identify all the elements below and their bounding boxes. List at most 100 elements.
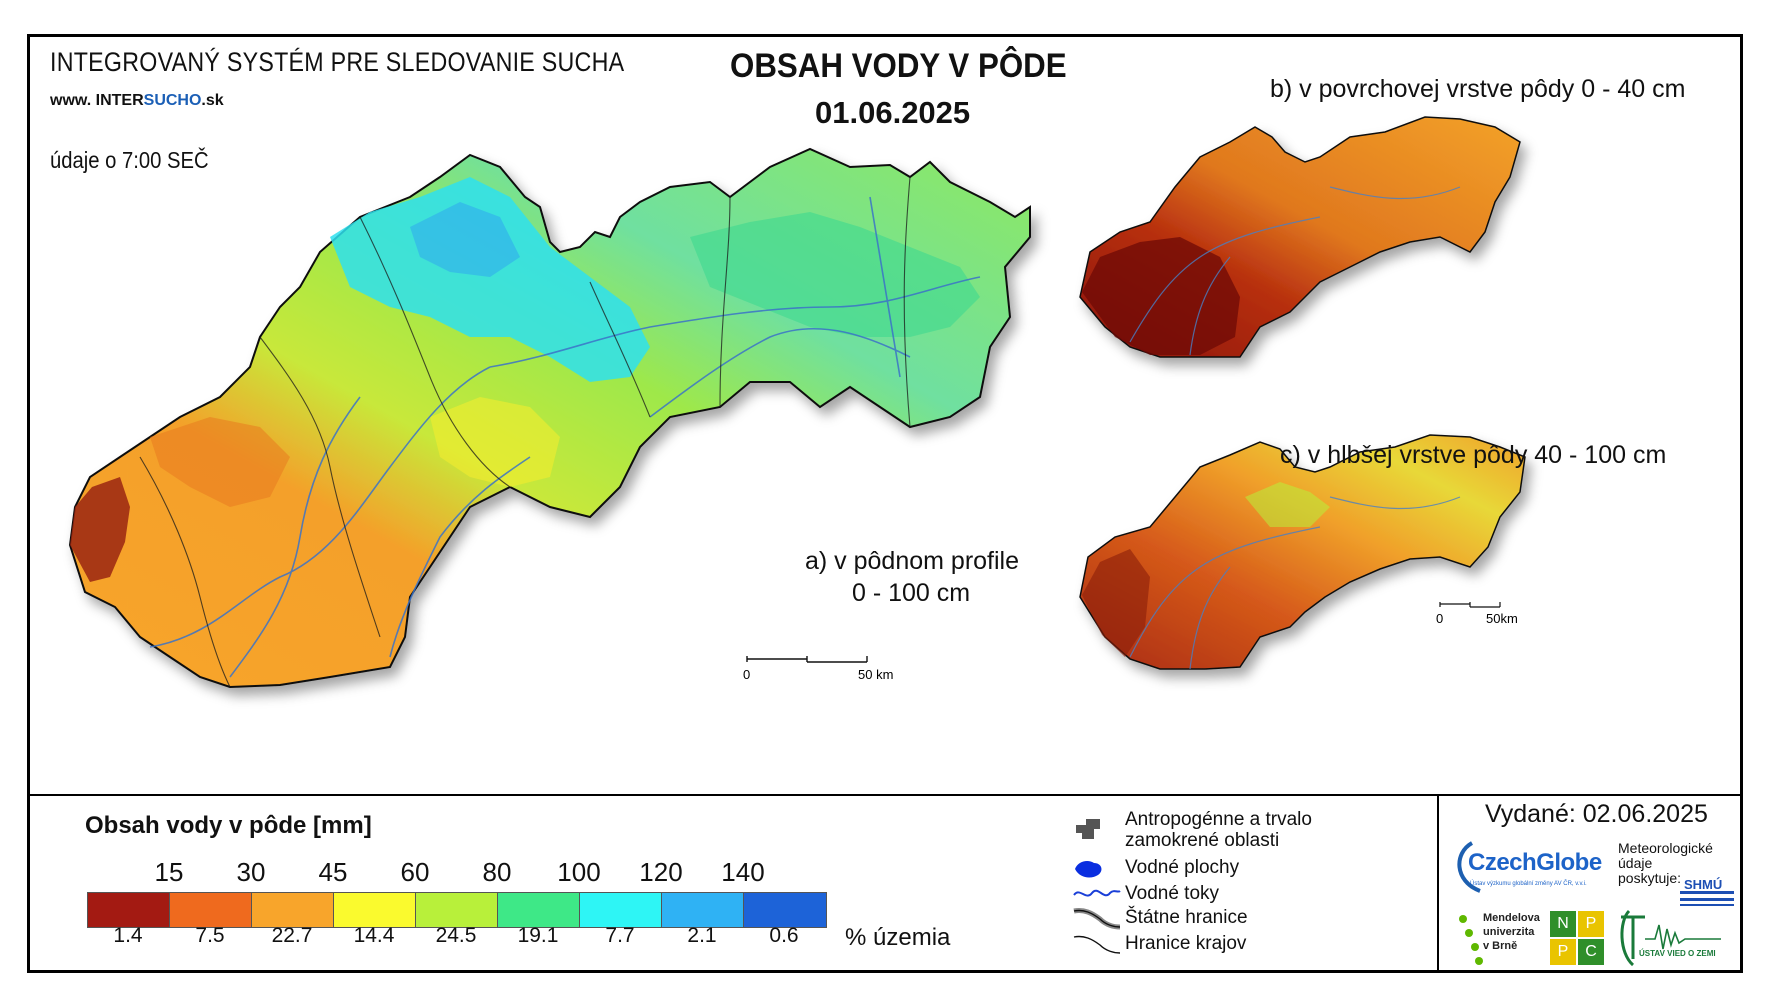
main-map-green-east-patch	[690, 212, 980, 337]
legend-threshold: 80	[482, 857, 512, 887]
page-title: OBSAH VODY V PÔDE	[730, 47, 1067, 85]
main-map-rivers	[149, 196, 981, 678]
shmu-waves-icon	[1680, 891, 1734, 906]
legend-threshold: 15	[154, 857, 184, 887]
ustav-vied-o-zemi-logo[interactable]: ÚSTAV VIED O ZEMI	[1615, 907, 1727, 969]
small-map-c-rivers	[1129, 496, 1461, 670]
nppc-letter: N	[1550, 911, 1576, 937]
anthropogenic-label-line2: zamokrené oblasti	[1125, 830, 1280, 851]
main-scale-bar	[746, 656, 868, 663]
legend-percent: 14.4	[353, 924, 395, 947]
main-map-wet-core-patch	[410, 202, 520, 277]
legend-threshold: 60	[400, 857, 430, 887]
mendel-line2: univerzita	[1483, 926, 1535, 938]
state-border-icon	[1073, 908, 1121, 930]
legend-threshold: 120	[639, 857, 683, 887]
water-bodies-label: Vodné plochy	[1125, 857, 1240, 878]
small-map-c-shape	[1079, 434, 1526, 670]
map-date: 01.06.2025	[815, 95, 971, 130]
small-scale-bar	[1439, 602, 1501, 608]
czechglobe-logo[interactable]: CzechGlobe Ústav výzkumu globální změny …	[1450, 835, 1615, 899]
legend-swatch	[416, 893, 498, 927]
nppc-letter: P	[1578, 911, 1604, 937]
legend-swatch	[662, 893, 744, 927]
legend-threshold: 140	[721, 857, 765, 887]
anthropogenic-area-icon	[1076, 819, 1100, 839]
mendel-line3: v Brně	[1483, 940, 1518, 952]
map-a-label-line1: a) v pôdnom profile	[805, 547, 1020, 575]
map-b-label: b) v povrchovej vrstve pôdy 0 - 40 cm	[1270, 75, 1686, 103]
legend-threshold: 30	[236, 857, 266, 887]
main-map-dry-west-patch	[70, 477, 130, 582]
main-map-wet-north-patch	[330, 177, 650, 382]
met-data-note: Meteorologické údaje poskytuje:	[1618, 841, 1713, 886]
small-map-c-dark-patch	[1082, 549, 1150, 657]
legend-swatch	[498, 893, 580, 927]
maps-canvas	[68, 116, 1526, 689]
map-c-label: c) v hlbšej vrstve pôdy 40 - 100 cm	[1280, 441, 1667, 469]
legend-percent: 0.6	[769, 924, 799, 947]
map-frame: INTEGROVANÝ SYSTÉM PRE SLEDOVANIE SUCHA …	[27, 34, 1743, 973]
czechglobe-name: CzechGlobe	[1468, 849, 1602, 876]
legend-percent: 2.1	[687, 924, 717, 947]
legend-swatch	[744, 893, 826, 927]
map-a-label-line2: 0 - 100 cm	[852, 579, 971, 607]
small-map-c-green-patch	[1245, 482, 1330, 527]
main-map-yellow-patch	[430, 397, 560, 487]
small-scale-start: 0	[1436, 611, 1444, 626]
legend-swatch	[88, 893, 170, 927]
legend-threshold: 100	[557, 857, 601, 887]
mendel-line1: Mendelova	[1483, 912, 1540, 924]
legend-percent: 22.7	[271, 924, 313, 947]
small-map-b-rivers	[1129, 186, 1461, 356]
bottom-divider	[30, 794, 1740, 796]
water-streams-label: Vodné toky	[1125, 883, 1220, 904]
legend-percent: 7.7	[605, 924, 635, 947]
water-body-icon	[1075, 861, 1102, 878]
issued-date: Vydané: 02.06.2025	[1485, 800, 1708, 828]
legend-threshold: 45	[318, 857, 348, 887]
small-map-b-dark-patch	[1082, 237, 1240, 355]
nppc-letter: P	[1550, 939, 1576, 965]
legend-percent: 1.4	[113, 924, 143, 947]
small-scale-end: 50km	[1486, 611, 1518, 626]
czechglobe-subtitle: Ústav výzkumu globální změny AV ČR, v.v.…	[1470, 881, 1587, 887]
water-stream-icon	[1073, 889, 1121, 897]
main-map	[68, 147, 1031, 689]
legend-swatch	[334, 893, 416, 927]
met-data-line2: údaje	[1618, 855, 1653, 871]
main-map-region-borders	[139, 176, 911, 688]
main-scale-end: 50 km	[858, 667, 894, 682]
mendel-university-logo[interactable]: Mendelova univerzita v Brně	[1455, 911, 1555, 971]
legend-swatch	[170, 893, 252, 927]
legend-swatch	[580, 893, 662, 927]
website-prefix: www.	[50, 92, 96, 109]
met-data-line1: Meteorologické	[1618, 840, 1713, 856]
system-title: INTEGROVANÝ SYSTÉM PRE SLEDOVANIE SUCHA	[50, 47, 625, 77]
region-border-label: Hranice krajov	[1125, 933, 1247, 954]
czechglobe-swoosh-icon	[1457, 841, 1481, 893]
state-border-label: Štátne hranice	[1125, 907, 1248, 928]
legend-title: Obsah vody v pôde [mm]	[85, 812, 372, 839]
legend-swatch	[252, 893, 334, 927]
met-data-line3: poskytuje:	[1618, 870, 1682, 886]
seismograph-icon	[1620, 909, 1721, 967]
main-scale-start: 0	[743, 667, 751, 682]
small-map-surface	[1079, 116, 1521, 358]
legend-colorbar	[87, 892, 827, 928]
data-time-note: údaje o 7:00 SEČ	[50, 147, 209, 173]
ustav-vied-name: ÚSTAV VIED O ZEMI	[1639, 949, 1716, 958]
legend-percent-unit: % územia	[845, 924, 951, 951]
mendel-dots-icon	[1459, 915, 1483, 965]
region-border-icon	[1073, 935, 1121, 954]
website-sucho: SUCHO	[143, 92, 202, 109]
website-inter: INTER	[95, 92, 144, 109]
legend-percent: 24.5	[435, 924, 477, 947]
website-link[interactable]: www. INTERSUCHO.sk	[50, 92, 224, 110]
small-map-deep	[1079, 434, 1526, 670]
website-suffix: .sk	[201, 92, 224, 109]
legend-percent: 7.5	[195, 924, 225, 947]
footer-divider	[1437, 794, 1439, 973]
nppc-logo[interactable]: N P P C	[1550, 911, 1604, 965]
shmu-logo[interactable]: SHMÚ	[1678, 877, 1736, 907]
